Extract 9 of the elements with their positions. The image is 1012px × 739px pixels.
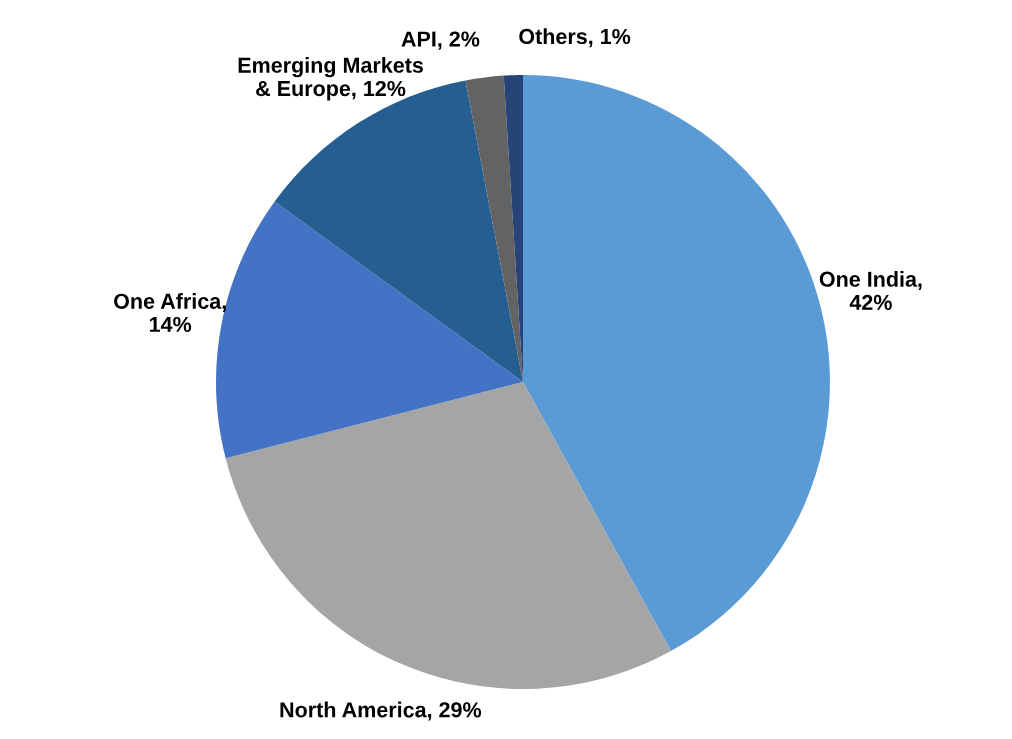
- slice-label: API, 2%: [401, 31, 480, 50]
- slice-label: Emerging Markets & Europe, 12%: [238, 57, 423, 101]
- slice-label: One India, 42%: [819, 271, 922, 310]
- slice-label: One Africa, 14%: [114, 293, 226, 333]
- pie-slice: [465, 75, 523, 382]
- pie-slice: [225, 382, 671, 689]
- slice-label: North America, 29%: [280, 701, 482, 721]
- slice-label: Others, 1%: [519, 28, 631, 48]
- pie-slice: [274, 80, 523, 382]
